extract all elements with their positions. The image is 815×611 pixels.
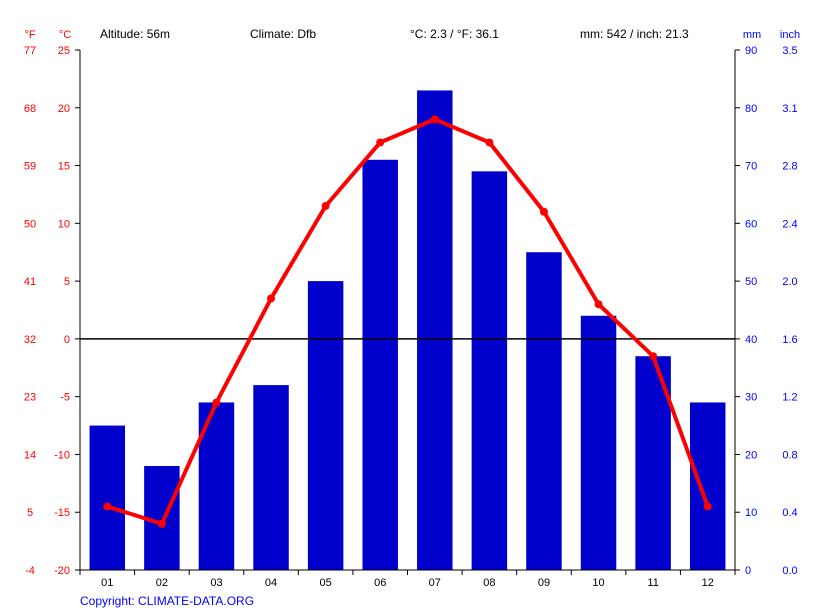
month-label: 07 (429, 577, 441, 589)
chart-svg: Altitude: 56m Climate: Dfb °C: 2.3 / °F: 3… (0, 0, 815, 611)
tick-inch: 2.8 (782, 161, 797, 173)
tick-fahrenheit: 5 (27, 507, 33, 519)
altitude-label: Altitude: 56m (100, 27, 170, 41)
temperature-point (485, 138, 493, 146)
precip-bar (308, 281, 343, 570)
tick-mm: 10 (745, 507, 757, 519)
tick-celsius: 20 (58, 103, 70, 115)
month-label: 02 (156, 577, 168, 589)
unit-inch: inch (780, 29, 800, 41)
tick-inch: 2.4 (782, 218, 797, 230)
tick-mm: 70 (745, 161, 757, 173)
tick-mm: 30 (745, 392, 757, 404)
climate-chart: Altitude: 56m Climate: Dfb °C: 2.3 / °F: 3… (0, 0, 815, 611)
temperature-point (158, 520, 166, 528)
tick-mm: 90 (745, 45, 757, 57)
tick-fahrenheit: 59 (24, 161, 36, 173)
precip-bar (253, 385, 288, 570)
tick-inch: 1.6 (782, 334, 797, 346)
precip-bar (362, 160, 397, 570)
month-label: 11 (647, 577, 658, 589)
tick-inch: 3.1 (782, 103, 797, 115)
temperature-point (595, 300, 603, 308)
temperature-point (376, 138, 384, 146)
tick-inch: 3.5 (782, 45, 797, 57)
tick-mm: 60 (745, 218, 757, 230)
tick-mm: 80 (745, 103, 757, 115)
unit-mm: mm (743, 29, 761, 41)
tick-celsius: 25 (58, 45, 70, 57)
month-label: 08 (483, 577, 495, 589)
tick-fahrenheit: 68 (24, 103, 36, 115)
precip-bar (417, 90, 452, 570)
tick-fahrenheit: 32 (24, 334, 36, 346)
month-label: 01 (101, 577, 113, 589)
tick-celsius: 10 (58, 218, 70, 230)
month-label: 05 (320, 577, 332, 589)
tick-fahrenheit: 41 (24, 276, 36, 288)
tick-inch: 0.4 (782, 507, 797, 519)
month-label: 06 (374, 577, 386, 589)
tick-celsius: -5 (60, 392, 70, 404)
tick-fahrenheit: 50 (24, 218, 36, 230)
tick-celsius: -20 (54, 565, 70, 577)
tick-mm: 40 (745, 334, 757, 346)
precip-bar (690, 402, 725, 570)
temperature-point (704, 502, 712, 510)
tick-inch: 1.2 (782, 392, 797, 404)
month-label: 10 (592, 577, 604, 589)
tick-fahrenheit: 77 (24, 45, 36, 57)
tick-inch: 0.0 (782, 565, 797, 577)
tick-celsius: 15 (58, 161, 70, 173)
unit-celsius: °C (59, 29, 71, 41)
temperature-point (540, 208, 548, 216)
tick-celsius: -15 (54, 507, 70, 519)
temperature-point (103, 502, 111, 510)
tick-celsius: 5 (64, 276, 70, 288)
temperature-line (107, 119, 707, 523)
temperature-point (322, 202, 330, 210)
precip-bar (472, 171, 507, 570)
temperature-point (212, 398, 220, 406)
temperature-point (431, 115, 439, 123)
temperature-point (267, 294, 275, 302)
temperature-point (649, 352, 657, 360)
tick-inch: 2.0 (782, 276, 797, 288)
precip-bar (90, 426, 125, 570)
month-label: 04 (265, 577, 277, 589)
climate-label: Climate: Dfb (250, 27, 316, 41)
copyright-text: Copyright: CLIMATE-DATA.ORG (80, 594, 254, 608)
tick-inch: 0.8 (782, 449, 797, 461)
tick-celsius: 0 (64, 334, 70, 346)
tick-fahrenheit: -4 (25, 565, 35, 577)
tick-mm: 20 (745, 449, 757, 461)
temp-summary: °C: 2.3 / °F: 36.1 (410, 27, 499, 41)
tick-mm: 0 (745, 565, 751, 577)
precip-bar (526, 252, 561, 570)
tick-fahrenheit: 23 (24, 392, 36, 404)
month-label: 12 (702, 577, 714, 589)
month-label: 09 (538, 577, 550, 589)
tick-mm: 50 (745, 276, 757, 288)
precip-bar (581, 316, 616, 570)
month-label: 03 (210, 577, 222, 589)
tick-fahrenheit: 14 (24, 449, 36, 461)
tick-celsius: -10 (54, 449, 70, 461)
precip-summary: mm: 542 / inch: 21.3 (580, 27, 689, 41)
unit-fahrenheit: °F (24, 29, 35, 41)
